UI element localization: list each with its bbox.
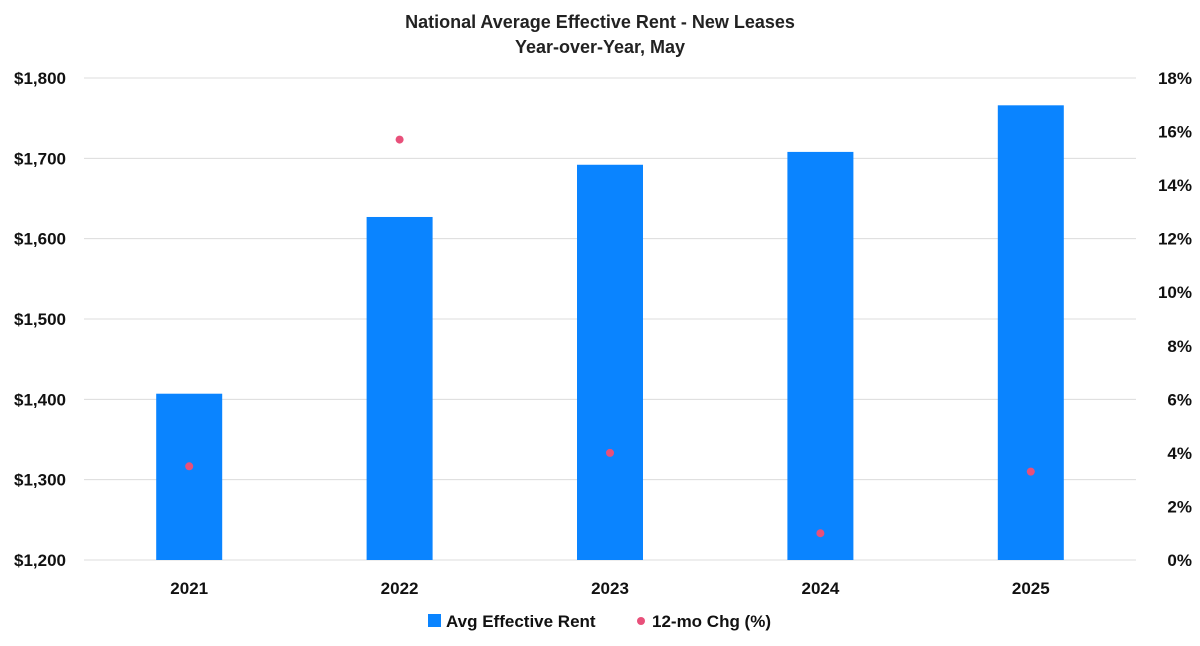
bar-2024 — [787, 151, 854, 560]
y-left-tick-label: $1,500 — [14, 310, 66, 329]
x-axis: 2021 2022 2023 2024 2025 — [170, 579, 1049, 598]
point-2022 — [395, 135, 404, 144]
legend-swatch-avg-effective-rent — [428, 614, 441, 627]
y-right-tick-label: 2% — [1167, 497, 1192, 516]
x-tick-label: 2023 — [591, 579, 629, 598]
legend-swatch-12-mo-chg — [637, 617, 645, 625]
y-right-tick-label: 16% — [1158, 123, 1192, 142]
chart-subtitle: Year-over-Year, May — [515, 37, 685, 57]
y-left-tick-label: $1,600 — [14, 230, 66, 249]
y-right-tick-label: 10% — [1158, 283, 1192, 302]
x-tick-label: 2021 — [170, 579, 208, 598]
y-right-tick-label: 6% — [1167, 390, 1192, 409]
bar-2021 — [156, 393, 223, 560]
y-left-tick-label: $1,700 — [14, 149, 66, 168]
x-tick-label: 2022 — [381, 579, 419, 598]
y-right-tick-label: 12% — [1158, 230, 1192, 249]
right-axis: 0% 2% 4% 6% 8% 10% 12% 14% 16% 18% — [1158, 69, 1192, 570]
y-right-tick-label: 4% — [1167, 444, 1192, 463]
y-left-tick-label: $1,200 — [14, 551, 66, 570]
chart-title: National Average Effective Rent - New Le… — [405, 12, 795, 32]
y-left-tick-label: $1,800 — [14, 69, 66, 88]
point-2023 — [606, 448, 614, 457]
y-left-tick-label: $1,300 — [14, 471, 66, 490]
bar-series — [156, 105, 1064, 561]
legend: Avg Effective Rent 12-mo Chg (%) — [428, 612, 771, 631]
legend-label-12-mo-chg: 12-mo Chg (%) — [652, 612, 771, 631]
bar-2025 — [997, 105, 1064, 561]
point-2025 — [1026, 467, 1035, 476]
y-right-tick-label: 0% — [1167, 551, 1192, 570]
y-right-tick-label: 14% — [1158, 176, 1192, 195]
y-right-tick-label: 18% — [1158, 69, 1192, 88]
x-tick-label: 2024 — [801, 579, 839, 598]
point-2021 — [185, 462, 194, 471]
point-2024 — [816, 529, 825, 538]
bar-2023 — [577, 164, 643, 560]
legend-label-avg-effective-rent: Avg Effective Rent — [446, 612, 596, 631]
x-tick-label: 2025 — [1012, 579, 1050, 598]
y-left-tick-label: $1,400 — [14, 390, 66, 409]
y-right-tick-label: 8% — [1167, 337, 1192, 356]
left-axis: $1,200 $1,300 $1,400 $1,500 $1,600 $1,700 $1,8… — [14, 69, 66, 570]
bar-2022 — [366, 216, 433, 560]
scatter-series — [185, 135, 1035, 538]
